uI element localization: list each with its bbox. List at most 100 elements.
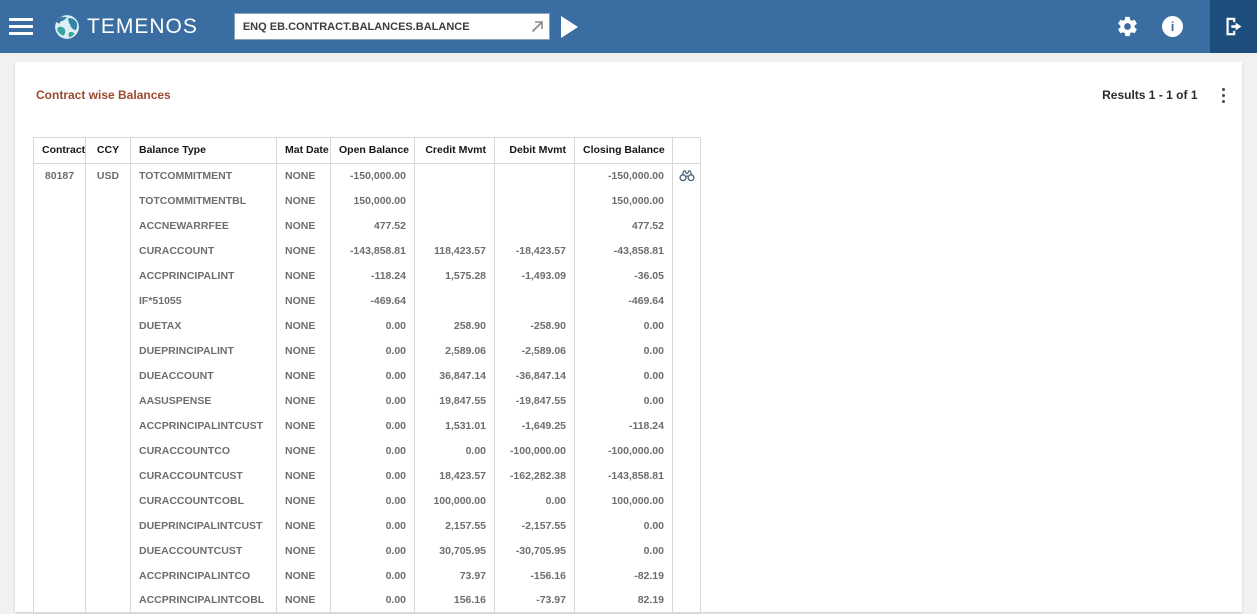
cell-debit-mvmt: -162,282.38 [494, 463, 575, 488]
play-icon[interactable] [560, 15, 578, 38]
cell-debit-mvmt: -156.16 [494, 563, 575, 588]
balances-table-container: Contract CCY Balance Type Mat Date Open Bala… [33, 136, 1242, 614]
panel-header: Contract wise Balances Results 1 - 1 of … [15, 62, 1242, 108]
table-row: ACCPRINCIPALINT NONE -118.24 1,575.28 -1,493… [33, 263, 701, 288]
cell-credit-mvmt: 0.00 [414, 438, 495, 463]
cell-balance-type: TOTCOMMITMENT [130, 163, 277, 188]
cell-open-balance: 0.00 [330, 588, 415, 613]
cell-closing-balance: 150,000.00 [574, 188, 673, 213]
cell-contract [33, 213, 86, 238]
cell-actions [673, 188, 701, 213]
menu-icon[interactable] [9, 14, 33, 39]
cell-closing-balance: 0.00 [574, 388, 673, 413]
cell-open-balance: -118.24 [330, 263, 415, 288]
cell-debit-mvmt [494, 288, 575, 313]
cell-contract [33, 388, 86, 413]
cell-closing-balance: 0.00 [574, 538, 673, 563]
kebab-menu-icon[interactable] [1218, 83, 1230, 108]
cell-debit-mvmt: -18,423.57 [494, 238, 575, 263]
cell-mat-date: NONE [276, 438, 331, 463]
cell-mat-date: NONE [276, 413, 331, 438]
top-navigation-bar: TEMENOS i [0, 0, 1257, 53]
table-row: ACCPRINCIPALINTCUST NONE 0.00 1,531.01 -1,64… [33, 413, 701, 438]
globe-icon [55, 14, 79, 39]
cell-closing-balance: -43,858.81 [574, 238, 673, 263]
cell-ccy [85, 213, 131, 238]
cell-ccy [85, 288, 131, 313]
cell-mat-date: NONE [276, 463, 331, 488]
cell-debit-mvmt: -73.97 [494, 588, 575, 613]
logout-button[interactable] [1210, 0, 1257, 53]
cell-mat-date: NONE [276, 388, 331, 413]
launch-arrow-icon[interactable] [528, 18, 546, 36]
cell-closing-balance: 0.00 [574, 313, 673, 338]
cell-ccy [85, 588, 131, 613]
cell-balance-type: ACCPRINCIPALINTCOBL [130, 588, 277, 613]
cell-open-balance: 0.00 [330, 363, 415, 388]
cell-contract [33, 288, 86, 313]
cell-debit-mvmt: -2,157.55 [494, 513, 575, 538]
table-row: DUEPRINCIPALINTCUST NONE 0.00 2,157.55 -2,15… [33, 513, 701, 538]
cell-debit-mvmt: 0.00 [494, 488, 575, 513]
cell-actions [673, 588, 701, 613]
cell-contract [33, 538, 86, 563]
cell-mat-date: NONE [276, 163, 331, 188]
cell-ccy [85, 438, 131, 463]
cell-ccy [85, 538, 131, 563]
cell-debit-mvmt: -2,589.06 [494, 338, 575, 363]
cell-closing-balance: 0.00 [574, 513, 673, 538]
table-row: CURACCOUNTCOBL NONE 0.00 100,000.00 0.00 100,… [33, 488, 701, 513]
brand-name: TEMENOS [87, 15, 198, 38]
cell-debit-mvmt: -1,649.25 [494, 413, 575, 438]
results-count: Results 1 - 1 of 1 [1102, 88, 1198, 103]
command-input[interactable] [234, 20, 528, 33]
cell-contract [33, 263, 86, 288]
cell-balance-type: IF*51055 [130, 288, 277, 313]
cell-debit-mvmt [494, 213, 575, 238]
cell-open-balance: 0.00 [330, 563, 415, 588]
column-header-contract: Contract [33, 137, 86, 164]
cell-balance-type: DUEPRINCIPALINTCUST [130, 513, 277, 538]
column-header-debit-mvmt: Debit Mvmt [494, 137, 575, 164]
cell-credit-mvmt: 73.97 [414, 563, 495, 588]
cell-balance-type: CURACCOUNTCOBL [130, 488, 277, 513]
cell-actions [673, 388, 701, 413]
cell-mat-date: NONE [276, 588, 331, 613]
cell-contract [33, 313, 86, 338]
cell-ccy [85, 388, 131, 413]
cell-open-balance: -150,000.00 [330, 163, 415, 188]
view-details-button[interactable] [673, 163, 701, 188]
cell-balance-type: AASUSPENSE [130, 388, 277, 413]
cell-ccy [85, 463, 131, 488]
cell-contract [33, 338, 86, 363]
cell-balance-type: DUEACCOUNT [130, 363, 277, 388]
cell-actions [673, 338, 701, 363]
cell-mat-date: NONE [276, 538, 331, 563]
logout-icon [1226, 17, 1242, 36]
gear-icon[interactable] [1116, 15, 1139, 38]
cell-debit-mvmt: -30,705.95 [494, 538, 575, 563]
cell-actions [673, 438, 701, 463]
cell-actions [673, 363, 701, 388]
cell-credit-mvmt [414, 163, 495, 188]
table-row: AASUSPENSE NONE 0.00 19,847.55 -19,847.55 0.0… [33, 388, 701, 413]
cell-actions [673, 413, 701, 438]
cell-open-balance: 0.00 [330, 463, 415, 488]
cell-actions [673, 513, 701, 538]
cell-closing-balance: 0.00 [574, 338, 673, 363]
info-icon[interactable]: i [1162, 16, 1183, 37]
cell-closing-balance: -100,000.00 [574, 438, 673, 463]
cell-contract [33, 238, 86, 263]
cell-mat-date: NONE [276, 263, 331, 288]
cell-open-balance: 0.00 [330, 488, 415, 513]
cell-credit-mvmt: 18,423.57 [414, 463, 495, 488]
cell-mat-date: NONE [276, 313, 331, 338]
table-row: ACCNEWARRFEE NONE 477.52 477.52 [33, 213, 701, 238]
cell-mat-date: NONE [276, 363, 331, 388]
cell-actions [673, 313, 701, 338]
cell-closing-balance: 82.19 [574, 588, 673, 613]
table-row: DUEPRINCIPALINT NONE 0.00 2,589.06 -2,589.06… [33, 338, 701, 363]
cell-balance-type: DUEPRINCIPALINT [130, 338, 277, 363]
cell-balance-type: ACCNEWARRFEE [130, 213, 277, 238]
cell-contract: 80187 [33, 163, 86, 188]
